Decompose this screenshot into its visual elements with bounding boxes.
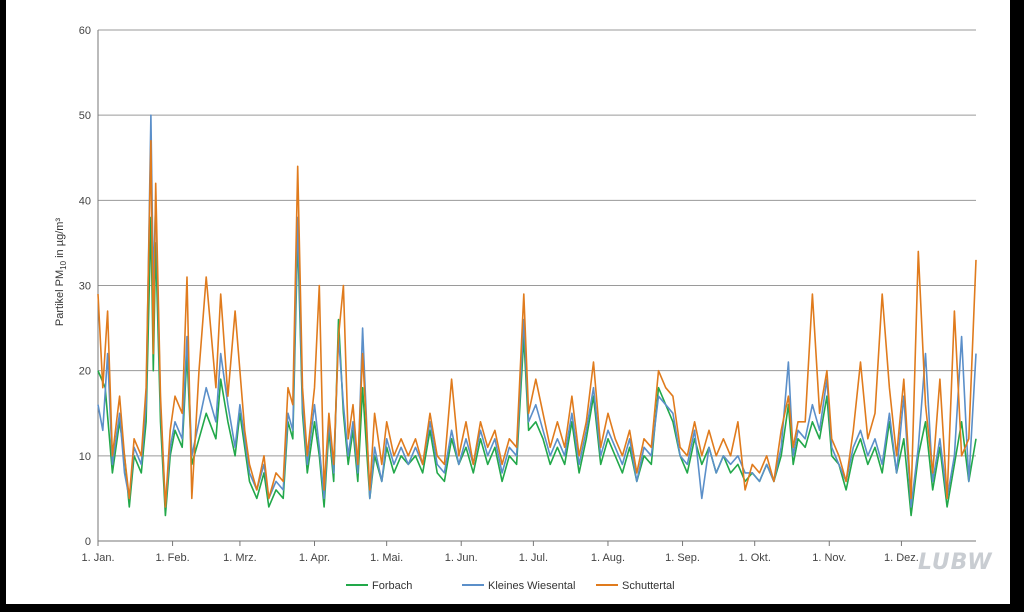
series-line-3 [97, 139, 977, 508]
y-tick-label: 10 [79, 451, 91, 463]
x-tick-label: 1. Mrz. [223, 552, 257, 564]
y-tick-label: 0 [85, 536, 91, 548]
y-label-subscript: 10 [59, 260, 68, 269]
x-tick-label: 1. Aug. [591, 552, 625, 564]
series-lines [97, 114, 977, 517]
x-tick-label: 1. Jul. [519, 552, 548, 564]
y-tick-label: 20 [79, 366, 91, 378]
axes: 0 10 20 30 40 50 60 1. Jan. 1. Feb. 1. Mrz. 1. Apr… [79, 25, 976, 564]
y-axis-label: Partikel PM10 in µg/m³ [54, 218, 68, 327]
x-tick-label: 1. Jun. [445, 552, 478, 564]
legend-label-2: Kleines Wiesental [488, 580, 575, 592]
y-label-unit: in µg/m³ [54, 218, 66, 261]
legend-label-1: Forbach [372, 580, 412, 592]
y-tick-label: 50 [79, 110, 91, 122]
x-tick-label: 1. Sep. [665, 552, 700, 564]
pm10-line-chart: 0 10 20 30 40 50 60 1. Jan. 1. Feb. 1. Mrz. 1. Apr… [54, 25, 977, 592]
series-line-1 [97, 216, 977, 517]
gridlines [98, 29, 976, 457]
lubw-logo: LUBW [918, 550, 993, 575]
series-line-2 [97, 114, 977, 508]
x-tick-label: 1. Feb. [155, 552, 189, 564]
x-tick-label: 1. Jan. [81, 552, 114, 564]
x-tick-label: 1. Mai. [370, 552, 403, 564]
chart-panel: 0 10 20 30 40 50 60 1. Jan. 1. Feb. 1. Mrz. 1. Apr… [6, 0, 1010, 604]
y-tick-label: 40 [79, 195, 91, 207]
y-tick-label: 60 [79, 25, 91, 37]
legend-label-3: Schuttertal [622, 580, 675, 592]
x-tick-label: 1. Apr. [299, 552, 330, 564]
x-tick-label: 1. Okt. [738, 552, 770, 564]
logo-text: LUBW [918, 550, 993, 575]
y-tick-label: 30 [79, 281, 91, 293]
x-tick-label: 1. Dez. [884, 552, 919, 564]
x-tick-label: 1. Nov. [812, 552, 846, 564]
legend: Forbach Kleines Wiesental Schuttertal [346, 580, 675, 592]
y-label-main: Partikel PM [54, 270, 66, 326]
